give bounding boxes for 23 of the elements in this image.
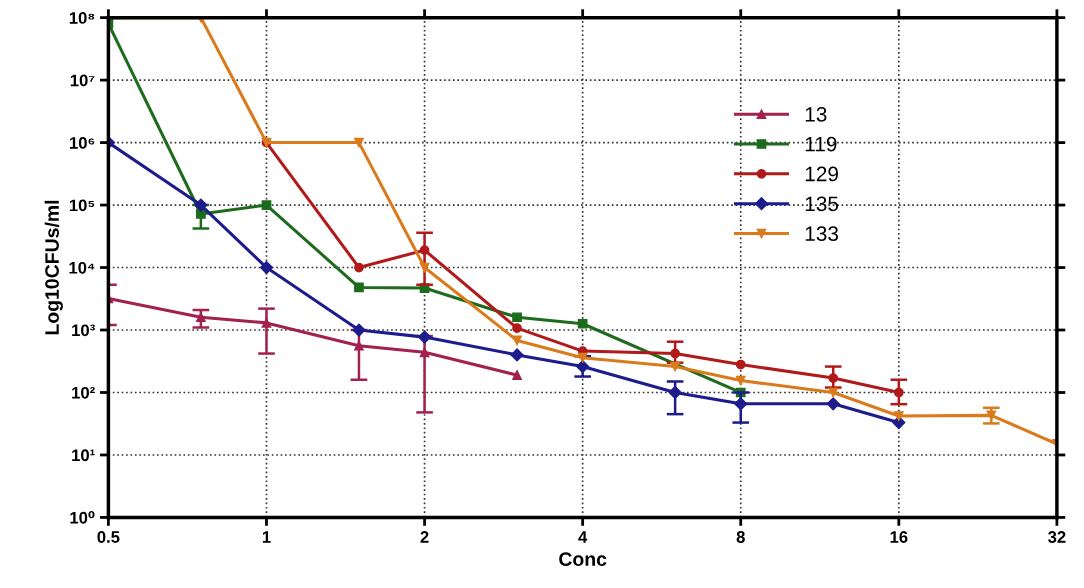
- y-tick-label: 10⁵: [69, 199, 95, 212]
- legend-label: 13: [805, 106, 827, 122]
- y-tick-label: 10⁷: [70, 74, 95, 87]
- y-tick-label: 10³: [72, 324, 95, 337]
- x-tick-label: 2: [420, 531, 429, 543]
- y-tick-label: 10⁰: [70, 511, 95, 524]
- y-tick-label: 10⁴: [69, 261, 95, 274]
- legend-label: 133: [805, 226, 839, 242]
- y-tick-label: 10¹: [72, 449, 95, 462]
- legend-label: 129: [805, 166, 838, 182]
- x-tick-label: 4: [578, 531, 588, 543]
- x-axis-title: Conc: [559, 552, 607, 567]
- x-tick-label: 0.5: [97, 531, 120, 543]
- y-axis-title: Log10CFUs/ml: [44, 200, 63, 335]
- y-tick-label: 10⁶: [70, 136, 95, 149]
- y-tick-label: 10²: [72, 386, 95, 399]
- x-tick-label: 1: [262, 531, 271, 543]
- y-tick-label: 10⁸: [69, 12, 95, 24]
- x-tick-label: 16: [890, 531, 908, 543]
- x-tick-label: 8: [736, 531, 745, 543]
- legend-label: 119: [805, 136, 837, 152]
- legend-label: 135: [805, 196, 839, 212]
- x-tick-label: 32: [1048, 531, 1066, 543]
